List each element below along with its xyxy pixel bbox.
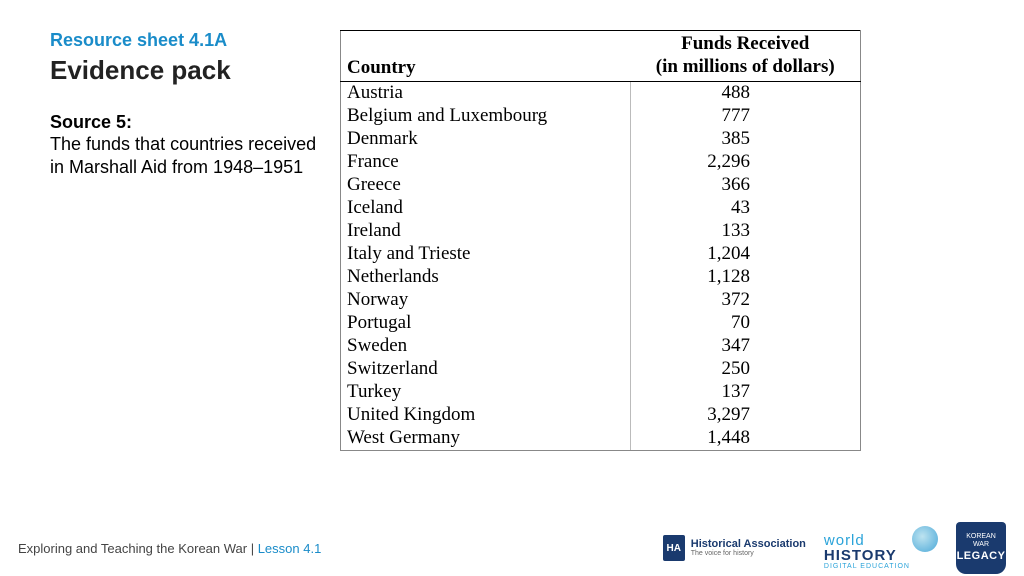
ha-badge-icon: HA: [663, 535, 685, 561]
logo-world-history: world HISTORY DIGITAL EDUCATION: [824, 526, 938, 570]
country-cell: Ireland: [341, 220, 631, 243]
table-row: Belgium and Luxembourg777: [341, 105, 861, 128]
country-cell: Austria: [341, 81, 631, 105]
table-row: Sweden347: [341, 335, 861, 358]
value-cell: 372: [631, 289, 861, 312]
value-cell: 1,204: [631, 243, 861, 266]
logo-korean-war-legacy: KOREAN WAR LEGACY: [956, 522, 1006, 574]
table-row: Turkey137: [341, 381, 861, 404]
value-cell: 43: [631, 197, 861, 220]
value-cell: 777: [631, 105, 861, 128]
value-cell: 2,296: [631, 151, 861, 174]
value-cell: 347: [631, 335, 861, 358]
country-cell: Italy and Trieste: [341, 243, 631, 266]
value-cell: 385: [631, 128, 861, 151]
value-cell: 1,128: [631, 266, 861, 289]
globe-icon: [912, 526, 938, 552]
table-row: Norway372: [341, 289, 861, 312]
funds-table-container: Country Funds Received (in millions of d…: [340, 30, 861, 451]
table-row: Ireland133: [341, 220, 861, 243]
country-cell: Belgium and Luxembourg: [341, 105, 631, 128]
country-cell: West Germany: [341, 427, 631, 451]
value-cell: 133: [631, 220, 861, 243]
country-cell: Portugal: [341, 312, 631, 335]
funds-table: Country Funds Received (in millions of d…: [340, 30, 861, 451]
table-row: United Kingdom3,297: [341, 404, 861, 427]
col-header-funds: Funds Received (in millions of dollars): [631, 31, 861, 82]
country-cell: Greece: [341, 174, 631, 197]
table-row: West Germany1,448: [341, 427, 861, 451]
table-row: Denmark385: [341, 128, 861, 151]
col-header-country: Country: [341, 31, 631, 82]
source-description: The funds that countries received in Mar…: [50, 133, 330, 180]
footer-logos: HA Historical Association The voice for …: [663, 522, 1006, 574]
country-cell: United Kingdom: [341, 404, 631, 427]
country-cell: Norway: [341, 289, 631, 312]
country-cell: Iceland: [341, 197, 631, 220]
table-row: Austria488: [341, 81, 861, 105]
value-cell: 366: [631, 174, 861, 197]
value-cell: 488: [631, 81, 861, 105]
value-cell: 70: [631, 312, 861, 335]
resource-sheet-label: Resource sheet 4.1A: [50, 30, 330, 51]
country-cell: Netherlands: [341, 266, 631, 289]
source-label: Source 5:: [50, 112, 132, 132]
country-cell: Denmark: [341, 128, 631, 151]
table-row: Greece366: [341, 174, 861, 197]
value-cell: 250: [631, 358, 861, 381]
logo-historical-association: HA Historical Association The voice for …: [663, 535, 806, 561]
value-cell: 3,297: [631, 404, 861, 427]
country-cell: Sweden: [341, 335, 631, 358]
table-row: Italy and Trieste1,204: [341, 243, 861, 266]
value-cell: 137: [631, 381, 861, 404]
country-cell: France: [341, 151, 631, 174]
country-cell: Turkey: [341, 381, 631, 404]
footer-bar: Exploring and Teaching the Korean War | …: [0, 520, 1024, 576]
sidebar-text: Resource sheet 4.1A Evidence pack Source…: [50, 30, 330, 451]
table-row: France2,296: [341, 151, 861, 174]
page-title: Evidence pack: [50, 55, 330, 86]
table-row: Iceland43: [341, 197, 861, 220]
footer-caption: Exploring and Teaching the Korean War | …: [18, 541, 321, 556]
table-row: Portugal70: [341, 312, 861, 335]
table-row: Switzerland250: [341, 358, 861, 381]
country-cell: Switzerland: [341, 358, 631, 381]
value-cell: 1,448: [631, 427, 861, 451]
table-row: Netherlands1,128: [341, 266, 861, 289]
